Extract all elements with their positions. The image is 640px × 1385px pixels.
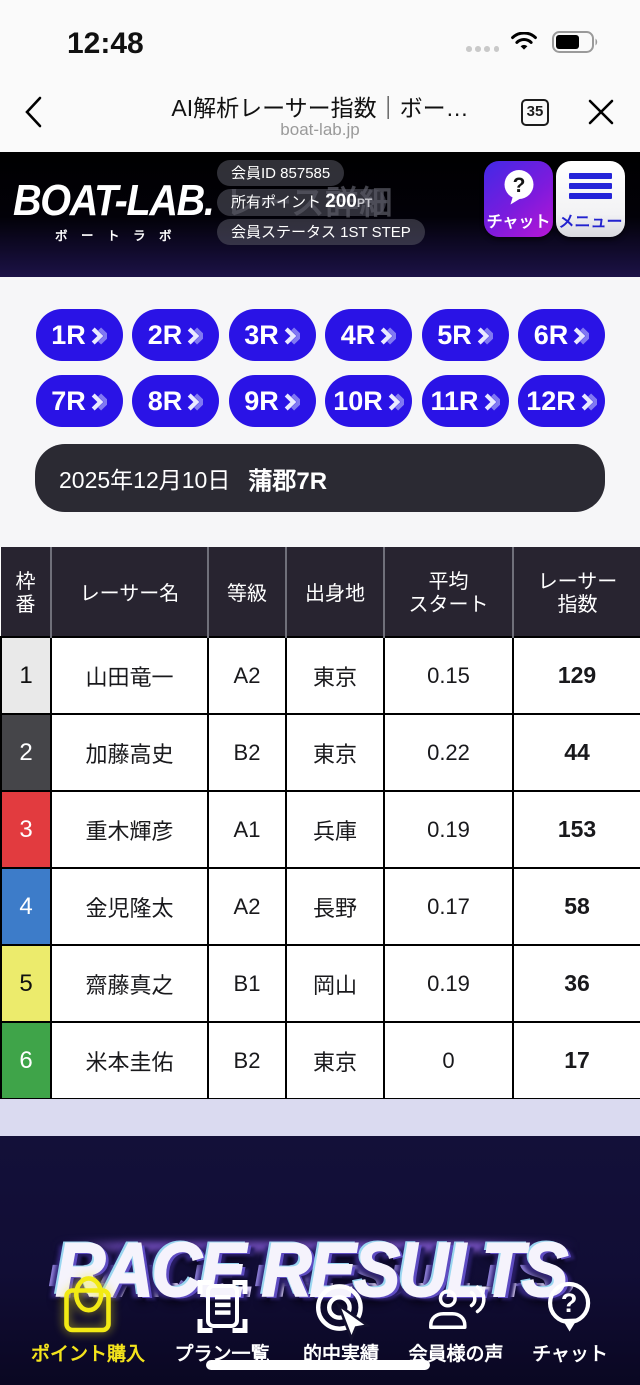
svg-text:?: ? (561, 1288, 578, 1318)
svg-text:?: ? (512, 174, 525, 197)
